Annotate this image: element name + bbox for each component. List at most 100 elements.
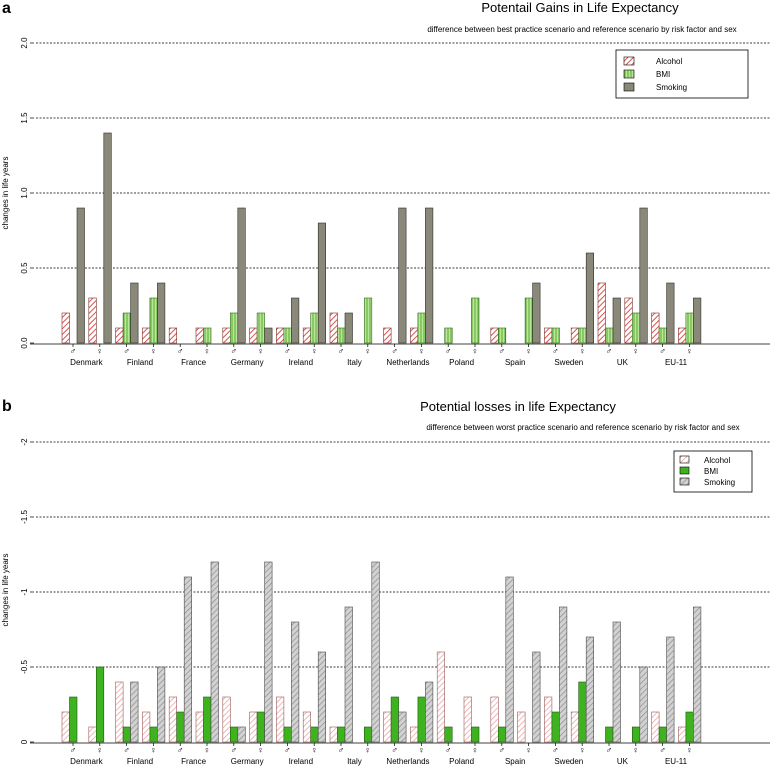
bar-alcohol	[570, 711, 580, 743]
bar-bmi	[310, 312, 319, 344]
bar-smoking	[425, 207, 434, 344]
male-symbol: ♂	[552, 745, 559, 755]
bar-bmi	[96, 666, 105, 743]
bar-alcohol	[517, 711, 526, 743]
bar-bmi	[122, 312, 131, 344]
bar-bmi	[497, 327, 507, 344]
bar-smoking	[130, 681, 139, 743]
bar-bmi	[471, 297, 480, 344]
legend-label-bmi: BMI	[656, 70, 670, 79]
bar-bmi	[605, 726, 614, 743]
bar-bmi	[230, 726, 239, 743]
bar-bmi	[176, 711, 185, 743]
bar-bmi	[337, 726, 346, 743]
bar-bmi	[390, 696, 399, 743]
bar-alcohol	[490, 327, 499, 344]
bar-bmi	[444, 726, 453, 743]
country-label: Spain	[505, 358, 525, 367]
bar-bmi	[685, 711, 694, 743]
bar-bmi	[149, 726, 158, 743]
bar-smoking	[103, 132, 112, 344]
bar-bmi	[417, 696, 426, 743]
bar-bmi	[363, 726, 373, 743]
bar-alcohol	[410, 726, 419, 743]
bar-smoking	[666, 636, 675, 743]
bar-bmi	[631, 726, 641, 743]
bar-smoking	[344, 312, 353, 344]
bar-smoking	[157, 666, 166, 743]
bar-smoking	[505, 576, 514, 743]
bar-alcohol	[222, 696, 231, 743]
bar-bmi	[203, 696, 212, 743]
bar-alcohol	[678, 327, 687, 344]
bar-smoking	[612, 621, 621, 743]
bar-alcohol	[651, 312, 660, 344]
bar-bmi	[203, 327, 212, 344]
male-symbol: ♂	[338, 745, 345, 755]
y-tick-label: 1.0	[20, 187, 29, 199]
female-symbol: ♀	[150, 745, 157, 755]
bar-bmi	[631, 312, 641, 344]
bar-alcohol	[88, 297, 97, 344]
panel-a-label: a	[2, 0, 11, 17]
country-label: Germany	[231, 358, 264, 367]
female-symbol: ♀	[632, 745, 639, 755]
bar-bmi	[658, 327, 667, 344]
male-symbol: ♂	[177, 346, 184, 356]
country-label: Ireland	[289, 358, 313, 367]
legend-swatch-alcohol	[623, 56, 635, 66]
y-tick-label: -2	[20, 438, 29, 446]
male-symbol: ♂	[498, 745, 505, 755]
bar-bmi	[551, 711, 560, 743]
bar-alcohol	[195, 327, 204, 344]
y-tick-label: -1.5	[20, 510, 29, 524]
female-symbol: ♀	[150, 346, 157, 356]
bar-bmi	[69, 696, 78, 743]
bar-bmi	[149, 297, 158, 344]
female-symbol: ♀	[525, 346, 532, 356]
bar-bmi	[524, 297, 533, 344]
male-symbol: ♂	[230, 346, 237, 356]
bar-alcohol	[142, 327, 151, 344]
bar-bmi	[658, 726, 667, 743]
panel-a-subtitle: difference between best practice scenari…	[427, 25, 736, 34]
legend-swatch-smoking	[623, 82, 635, 92]
bar-smoking	[264, 327, 273, 344]
panel-b-title: Potential losses in life Expectancy	[420, 399, 616, 414]
female-symbol: ♀	[472, 745, 479, 755]
country-label: Italy	[347, 358, 362, 367]
country-label: Denmark	[70, 358, 103, 367]
bar-alcohol	[544, 327, 553, 344]
bar-alcohol	[249, 711, 258, 743]
legend-label-smoking: Smoking	[704, 478, 735, 487]
country-label: Sweden	[554, 358, 583, 367]
legend-swatch-smoking	[679, 477, 690, 486]
bar-smoking	[425, 681, 434, 743]
legend-label-alcohol: Alcohol	[704, 456, 730, 465]
legend-label-alcohol: Alcohol	[656, 57, 682, 66]
bar-smoking	[559, 606, 568, 743]
bar-alcohol	[302, 327, 312, 344]
bar-alcohol	[61, 711, 70, 743]
country-label: EU-11	[665, 358, 688, 367]
bar-smoking	[183, 576, 192, 743]
panel-a-ylabel: changes in life years	[1, 157, 10, 230]
bar-bmi	[497, 726, 507, 743]
male-symbol: ♂	[659, 346, 666, 356]
bar-smoking	[291, 621, 300, 743]
bar-alcohol	[463, 696, 472, 743]
y-tick-label: -0.5	[20, 660, 29, 674]
bar-bmi	[283, 327, 292, 344]
panel-a-legend: Alcohol BMI Smoking	[615, 49, 749, 99]
bar-alcohol	[436, 651, 446, 743]
bar-alcohol	[222, 327, 231, 344]
bar-alcohol	[651, 711, 660, 743]
country-label: France	[181, 358, 206, 367]
bar-alcohol	[329, 726, 338, 743]
bar-bmi	[256, 711, 265, 743]
panel-b-ylabel: changes in life years	[1, 554, 10, 627]
male-symbol: ♂	[284, 745, 291, 755]
bar-alcohol	[168, 327, 177, 344]
y-tick-label: -1	[20, 588, 29, 596]
bar-bmi	[283, 726, 292, 743]
